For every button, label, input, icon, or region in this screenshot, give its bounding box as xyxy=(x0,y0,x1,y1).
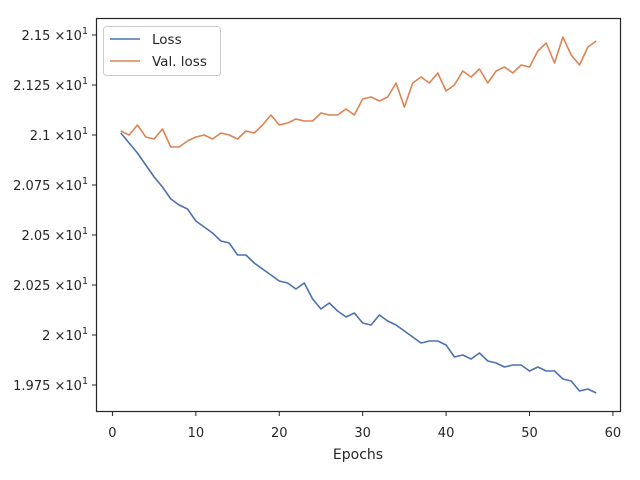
series-line-0 xyxy=(120,132,597,394)
x-tick-label: 40 xyxy=(438,426,455,441)
x-tick-label: 50 xyxy=(521,426,538,441)
y-tick-label: 2.1 ×101 xyxy=(30,126,88,144)
legend-label-val-loss: Val. loss xyxy=(152,54,207,70)
x-tick-label: 60 xyxy=(605,426,622,441)
series-lines xyxy=(120,36,597,394)
legend: Loss Val. loss xyxy=(103,26,221,76)
y-tick-label: 2.025 ×101 xyxy=(13,276,88,294)
y-axis-ticks: 1.975 ×101 2 ×101 2.025 ×101 2.05 ×101 2.075… xyxy=(13,26,97,394)
y-tick-label: 2.125 ×101 xyxy=(13,76,88,94)
x-tick-label: 20 xyxy=(271,426,288,441)
x-axis-ticks: 0 10 20 30 40 50 60 xyxy=(108,411,621,441)
y-tick-label: 2.15 ×101 xyxy=(21,26,88,44)
y-tick-label: 2.05 ×101 xyxy=(21,226,88,244)
y-tick-label: 2.075 ×101 xyxy=(13,176,88,194)
plot-frame xyxy=(95,17,622,413)
x-tick-label: 30 xyxy=(354,426,371,441)
x-tick-label: 0 xyxy=(108,426,116,441)
x-tick-label: 10 xyxy=(188,426,205,441)
x-axis-title: Epochs xyxy=(333,447,383,463)
y-tick-label: 2 ×101 xyxy=(42,326,88,344)
series-line-1 xyxy=(120,36,597,148)
legend-label-loss: Loss xyxy=(152,32,182,48)
y-tick-label: 1.975 ×101 xyxy=(13,376,88,394)
